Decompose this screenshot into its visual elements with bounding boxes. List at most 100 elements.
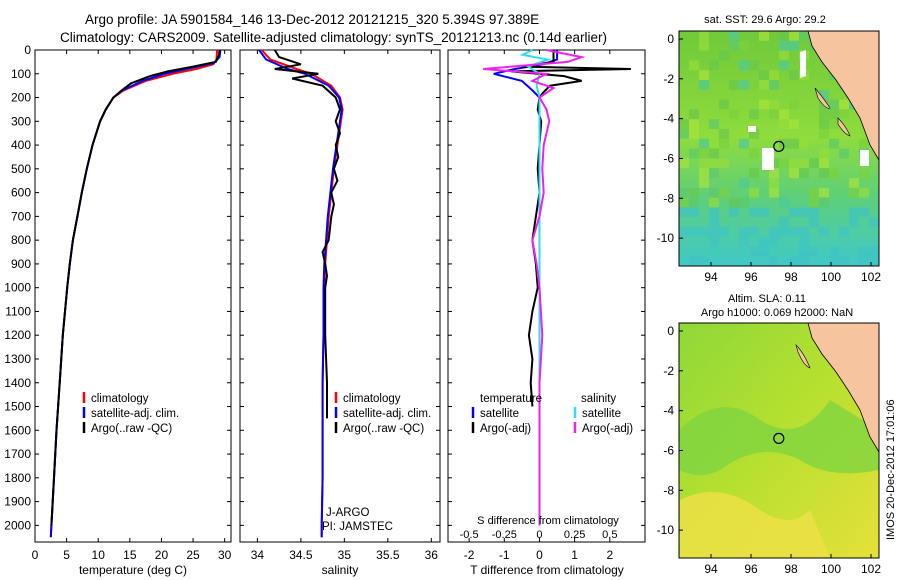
depth-tick-label: 700 — [11, 209, 31, 223]
map-x-tick-label: 96 — [744, 270, 758, 284]
x-tick-label: 36 — [425, 548, 439, 562]
sst-cell — [739, 236, 749, 247]
sst-cell — [709, 217, 719, 227]
depth-tick-label: 800 — [11, 233, 31, 247]
sst-cell — [779, 109, 789, 120]
sst-cell — [859, 187, 869, 198]
sst-cell — [779, 31, 789, 41]
sst-cell — [749, 227, 759, 237]
depth-tick-label: 500 — [11, 162, 31, 176]
map-y-tick-label: -10 — [657, 231, 675, 245]
sst-cell — [839, 227, 849, 237]
series-line-t-argo-adj- — [511, 50, 631, 407]
sst-cell — [819, 89, 829, 100]
x-tick-label: -1 — [499, 548, 510, 562]
sla-map-panel: Altim. SLA: 0.11 Argo h1000: 0.069 h2000… — [657, 293, 882, 576]
difference-s-label: S difference from climatology — [477, 515, 619, 527]
legend-label-argo: Argo(..raw -QC) — [91, 423, 172, 435]
x-tick-label: 15 — [123, 548, 137, 562]
temperature-axes-frame — [34, 49, 232, 543]
sst-cell — [689, 109, 699, 120]
sst-cell — [839, 109, 849, 120]
sst-cell — [829, 138, 839, 149]
series-line-s-argo-adj- — [483, 49, 586, 526]
s-difference-tick-label: 0.25 — [564, 529, 585, 541]
sst-cell — [709, 168, 719, 178]
salinity-xlabel: salinity — [322, 563, 359, 577]
sst-cell — [809, 246, 819, 257]
sst-cell — [709, 207, 719, 218]
x-tick-label: 25 — [186, 548, 200, 562]
sst-cell — [699, 158, 709, 169]
sst-missing-patch — [762, 148, 774, 170]
sst-cell — [859, 207, 869, 218]
depth-tick-label: 300 — [11, 114, 31, 128]
x-tick-label: 0 — [32, 548, 39, 562]
legend-salinity-header: salinity — [581, 393, 616, 405]
sst-cell — [759, 70, 769, 80]
map-y-tick-label: -8 — [663, 483, 674, 497]
sst-cell — [819, 227, 829, 237]
sst-cell — [719, 99, 729, 110]
sst-cell — [819, 158, 829, 169]
sst-cell — [749, 148, 759, 159]
sst-cell — [729, 80, 739, 90]
sst-cell — [739, 178, 749, 188]
depth-axis: 0 100 200 300 400 500 600 700 800 900 1000 1100 1200… — [4, 43, 231, 532]
sst-cell — [719, 158, 729, 169]
map-x-tick-label: 100 — [821, 270, 841, 284]
sst-cell — [779, 217, 789, 227]
sst-cell — [819, 109, 829, 120]
sst-cell — [799, 138, 809, 149]
sst-cell — [799, 236, 809, 247]
map-y-tick-label: -2 — [663, 364, 674, 378]
figure-title-line1: Argo profile: JA 5901584_146 13-Dec-2012… — [85, 12, 539, 27]
sst-cell — [829, 246, 839, 257]
sst-cell — [749, 80, 759, 90]
sst-cell — [699, 227, 709, 237]
sst-cell — [769, 236, 779, 247]
map-x-tick-label: 96 — [744, 562, 758, 576]
salinity-x-axis: 34 34.5 35 35.5 36 — [251, 50, 439, 562]
sst-map-title: sat. SST: 29.6 Argo: 29.2 — [704, 14, 826, 26]
sst-cell — [759, 99, 769, 110]
sst-cell — [859, 256, 869, 267]
map-y-tick-label: 0 — [667, 324, 674, 338]
sst-cell — [809, 197, 819, 208]
legend-label-s-satellite: satellite — [582, 408, 621, 420]
sst-cell — [739, 227, 749, 237]
sst-cell — [769, 187, 779, 198]
sst-cell — [789, 119, 799, 129]
sst-cell — [679, 207, 689, 218]
salinity-depth-ticks — [240, 49, 440, 526]
sst-cell — [819, 187, 829, 198]
sst-cell — [679, 158, 689, 169]
sst-cell — [689, 197, 699, 208]
sst-cell — [769, 80, 779, 90]
sst-cell — [729, 31, 739, 41]
sst-cell — [799, 158, 809, 169]
sst-cell — [689, 227, 699, 237]
x-tick-label: 1 — [571, 548, 578, 562]
sst-cell — [829, 256, 839, 267]
imos-credit: IMOS 20-Dec-2012 17:01:06 — [885, 399, 897, 540]
sst-cell — [789, 168, 799, 178]
depth-tick-label: 100 — [11, 67, 31, 81]
map-y-tick-label: -6 — [663, 151, 674, 165]
sst-cell — [819, 119, 829, 129]
sst-cell — [779, 227, 789, 237]
sst-cell — [739, 138, 749, 149]
sst-cell — [689, 207, 699, 218]
map-y-tick-label: -2 — [663, 72, 674, 86]
map-y-tick-label: -4 — [663, 404, 674, 418]
depth-tick-label: 400 — [11, 138, 31, 152]
salinity-series — [258, 49, 344, 538]
s-difference-tick-label: 0.5 — [602, 529, 617, 541]
sst-cell — [719, 138, 729, 149]
sst-cell — [719, 50, 729, 61]
sst-cell — [869, 256, 879, 267]
sst-cell — [679, 129, 689, 139]
sst-cell — [789, 99, 799, 110]
depth-tick-label: 0 — [24, 43, 31, 57]
sst-cell — [699, 256, 709, 267]
